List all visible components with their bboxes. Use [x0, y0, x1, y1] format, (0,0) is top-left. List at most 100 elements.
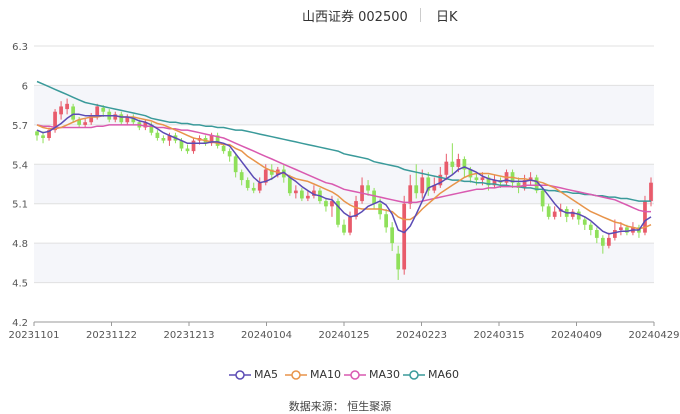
moving-average-lines — [36, 80, 652, 235]
candle — [534, 174, 539, 194]
candle-body — [131, 116, 136, 123]
candle — [420, 169, 425, 199]
candle-body — [649, 182, 653, 202]
candle-body — [348, 216, 352, 233]
candle — [119, 111, 124, 125]
candle-body — [221, 145, 226, 152]
candle — [269, 164, 274, 181]
legend-marker-ma10-icon — [285, 370, 307, 380]
candle-body — [613, 230, 617, 238]
candle — [185, 144, 190, 154]
candle — [251, 182, 256, 194]
candle — [35, 130, 39, 141]
candle — [336, 198, 340, 228]
candle-body — [588, 224, 593, 230]
y-tick-label: 6.3 — [12, 42, 28, 53]
y-tick-label: 4.2 — [12, 318, 28, 329]
candle — [613, 219, 617, 241]
candle — [516, 177, 521, 194]
candle-body — [468, 169, 473, 178]
y-axis: 4.2 4.5 4.8 5.1 5.4 5.7 6 6.3 — [12, 42, 28, 329]
candle-body — [516, 182, 521, 188]
candle-body — [372, 190, 376, 204]
x-tick-label: 20240104 — [241, 330, 292, 341]
candle-body — [438, 174, 443, 186]
legend-label-ma60: MA60 — [428, 368, 460, 381]
candle-body — [215, 135, 220, 146]
chart-title: 山西证券 002500 — [302, 10, 408, 25]
candle — [631, 222, 635, 236]
legend-label-ma30: MA30 — [369, 368, 401, 381]
candle-body — [456, 159, 461, 167]
candle-body — [101, 107, 106, 112]
candle — [125, 114, 130, 125]
candle — [348, 211, 352, 236]
candle — [528, 172, 533, 186]
candle — [77, 116, 82, 128]
candle-body — [540, 190, 545, 207]
candle — [83, 118, 88, 128]
candle-body — [528, 177, 533, 181]
x-axis: 20231101 20231122 20231213 20240104 20240125… — [9, 321, 680, 341]
candle-body — [257, 182, 262, 191]
candle — [576, 208, 581, 225]
ma60-line — [36, 80, 651, 202]
candle — [233, 153, 238, 178]
ma10-line — [36, 114, 652, 230]
candle-body — [546, 206, 551, 217]
candle-body — [77, 119, 82, 125]
x-tick-label: 20231122 — [86, 330, 137, 341]
y-tick-label: 5.7 — [12, 121, 28, 132]
candle-body — [149, 124, 154, 133]
candle-body — [600, 237, 605, 246]
candle — [396, 245, 401, 280]
candle — [65, 98, 69, 115]
candle-body — [71, 106, 75, 120]
candle-body — [119, 114, 124, 123]
candle-body — [233, 156, 238, 173]
candle-body — [432, 185, 437, 191]
candle-body — [239, 172, 244, 181]
candle-body — [125, 116, 130, 123]
candle — [414, 164, 419, 199]
candle-body — [330, 201, 334, 207]
candle-body — [113, 114, 118, 120]
legend: MA5 MA10 MA30 MA60 — [0, 366, 680, 384]
data-source: 数据来源： 恒生聚源 — [288, 400, 392, 413]
legend-marker-ma60-icon — [403, 370, 425, 380]
candle — [59, 101, 63, 120]
ma5-line — [36, 113, 652, 235]
period-label: 日K — [436, 10, 458, 25]
x-tick-label: 20240429 — [629, 330, 680, 341]
candle-body — [444, 161, 449, 175]
candle-body — [293, 190, 298, 194]
candle — [293, 185, 298, 199]
candle-body — [414, 185, 419, 194]
candle-body — [474, 177, 479, 181]
x-tick-label: 20240125 — [319, 330, 370, 341]
candle-body — [342, 224, 346, 233]
y-tick-label: 5.4 — [12, 160, 28, 171]
candle — [643, 195, 647, 236]
candle-body — [366, 185, 370, 191]
candle-body — [287, 177, 292, 194]
candle-body — [209, 135, 214, 144]
candle-body — [155, 132, 160, 138]
candle — [570, 208, 575, 220]
candle — [47, 127, 51, 141]
candle — [588, 222, 593, 236]
candle — [113, 111, 118, 123]
x-tick-label: 20231213 — [164, 330, 215, 341]
legend-label-ma10: MA10 — [310, 368, 342, 381]
candle — [606, 232, 611, 249]
candle-body — [336, 201, 340, 225]
candle-body — [41, 135, 45, 138]
candle-body — [269, 169, 274, 175]
candle-body — [462, 159, 467, 170]
candle — [492, 174, 497, 188]
candle — [312, 185, 316, 199]
candle-body — [492, 180, 497, 186]
candle-body — [408, 185, 413, 204]
candle-body — [47, 130, 51, 138]
